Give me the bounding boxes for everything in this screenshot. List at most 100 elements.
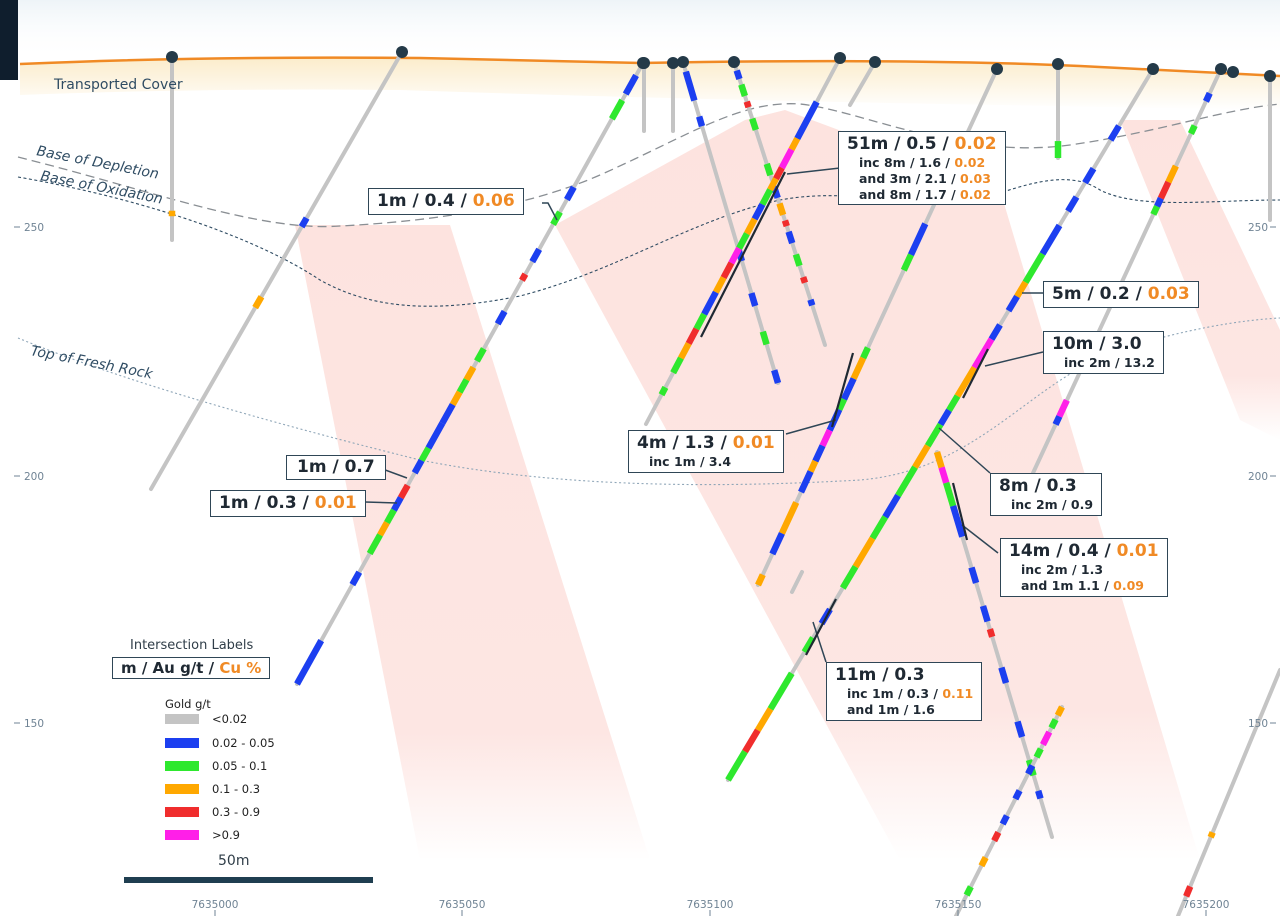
- sub-interval-text: inc 1m / 0.3 /: [847, 686, 943, 702]
- grade-interval: [685, 327, 700, 346]
- grade-interval: [1014, 280, 1029, 299]
- grade-interval: [807, 298, 816, 307]
- legend-label: 0.1 - 0.3: [212, 782, 261, 796]
- collar-marker: [638, 57, 650, 69]
- leader-d: [984, 351, 1044, 367]
- grade-interval: [418, 446, 432, 463]
- grade-interval: [1054, 705, 1065, 717]
- sub-interval-text: and 8m / 1.7 /: [859, 186, 961, 202]
- grade-interval: [759, 330, 770, 346]
- grade-interval: [1203, 91, 1213, 103]
- grade-interval: [869, 515, 889, 540]
- gold-legend-title: Gold g/t: [165, 697, 211, 711]
- elevation-label-right: 250: [1248, 222, 1268, 234]
- collar-marker: [396, 46, 408, 58]
- grade-interval: [999, 814, 1010, 826]
- grade-interval: [1014, 720, 1026, 738]
- grade-interval: [771, 369, 782, 384]
- grade-interval: [384, 508, 397, 525]
- drill-hole-trace: [1176, 668, 1280, 916]
- grade-interval: [744, 217, 758, 236]
- drill-hole-trace: [149, 50, 404, 491]
- grade-interval: [622, 73, 639, 96]
- intersection-label-a: 1m / 0.4 / 0.06: [368, 188, 524, 216]
- collar-marker: [1215, 63, 1227, 75]
- grade-interval: [912, 444, 931, 469]
- grade-interval: [807, 459, 819, 473]
- leader-b: [786, 167, 841, 175]
- mineralised-zone: [1120, 120, 1280, 440]
- grade-interval: [720, 261, 735, 280]
- cu-value: 0.02: [960, 186, 991, 202]
- sub-interval-text: and 1m 1.1 /: [1021, 577, 1114, 593]
- elevation-label-right: 150: [1248, 718, 1268, 730]
- grade-interval: [798, 470, 814, 494]
- base-of-depletion-line: [17, 103, 1280, 228]
- legend-units-box: m / Au g/t / Cu %: [112, 657, 271, 679]
- grade-interval: [658, 385, 669, 397]
- elevation-label-right: 200: [1248, 471, 1268, 483]
- collar-marker: [728, 56, 740, 68]
- grade-interval: [456, 378, 470, 394]
- interval-text: 1m / 0.3 /: [219, 493, 315, 513]
- collar-marker: [1227, 66, 1239, 78]
- grade-interval: [900, 253, 914, 272]
- grade-interval: [986, 628, 996, 638]
- leader-j: [812, 621, 827, 663]
- grade-interval: [743, 100, 752, 109]
- grade-interval: [748, 292, 759, 307]
- grade-interval: [425, 421, 446, 450]
- northing-label: 7635150: [935, 899, 982, 911]
- grade-interval: [763, 162, 774, 177]
- collar-marker: [869, 56, 881, 68]
- interval-text: 51m / 0.5 /: [847, 134, 955, 154]
- legend-item: <0.02: [165, 711, 247, 727]
- drill-hole-trace: [681, 60, 780, 385]
- grade-interval: [742, 728, 761, 754]
- axes: 250 200 150 250 200 150 7635000 7635050 …: [14, 222, 1276, 916]
- grade-interval: [712, 276, 727, 294]
- leader-b-bar: [700, 171, 786, 338]
- grade-interval: [978, 856, 989, 868]
- grade-interval: [852, 536, 876, 569]
- leader-h: [938, 427, 991, 474]
- legend-label: 0.05 - 0.1: [212, 759, 268, 773]
- grade-interval: [564, 185, 577, 202]
- grade-interval: [773, 166, 785, 181]
- legend-label: >0.9: [212, 828, 240, 842]
- grade-interval: [1039, 223, 1063, 256]
- leader-i: [961, 524, 999, 554]
- label-leaders: [364, 167, 1044, 663]
- collars: [166, 46, 1276, 82]
- northing-label: 7635200: [1183, 899, 1230, 911]
- drill-hole-trace: [848, 60, 877, 107]
- sub-interval-text: inc 2m / 13.2: [1064, 355, 1155, 371]
- grade-interval: [439, 402, 456, 425]
- intersection-label-c: 5m / 0.2 / 0.03: [1043, 281, 1199, 309]
- interval-text: 1m / 0.4 /: [377, 191, 473, 211]
- drill-holes: [149, 50, 1280, 916]
- grade-interval: [519, 272, 529, 282]
- northing-label: 7635100: [687, 899, 734, 911]
- drill-hole-trace: [790, 570, 804, 594]
- grade-interval: [1005, 294, 1020, 313]
- grade-interval: [1035, 789, 1044, 800]
- cu-value: 0.11: [942, 686, 974, 702]
- intersection-label-b: 51m / 0.5 / 0.02 inc 8m / 1.6 / 0.02 and…: [838, 131, 1006, 206]
- grade-interval: [937, 408, 952, 427]
- grade-interval: [860, 346, 871, 360]
- grade-interval: [991, 830, 1002, 843]
- grade-interval: [701, 290, 719, 316]
- grade-interval: [1052, 415, 1063, 426]
- grade-interval: [474, 347, 487, 363]
- grade-interval: [1065, 195, 1080, 213]
- collar-marker: [991, 63, 1003, 75]
- cu-value: 0.06: [472, 191, 515, 211]
- grade-interval: [850, 356, 867, 380]
- grade-interval: [733, 69, 743, 80]
- grade-interval: [998, 666, 1010, 684]
- grade-interval: [801, 636, 816, 654]
- northing-label: 7635000: [192, 899, 239, 911]
- collar-marker: [677, 56, 689, 68]
- grade-interval: [678, 341, 692, 360]
